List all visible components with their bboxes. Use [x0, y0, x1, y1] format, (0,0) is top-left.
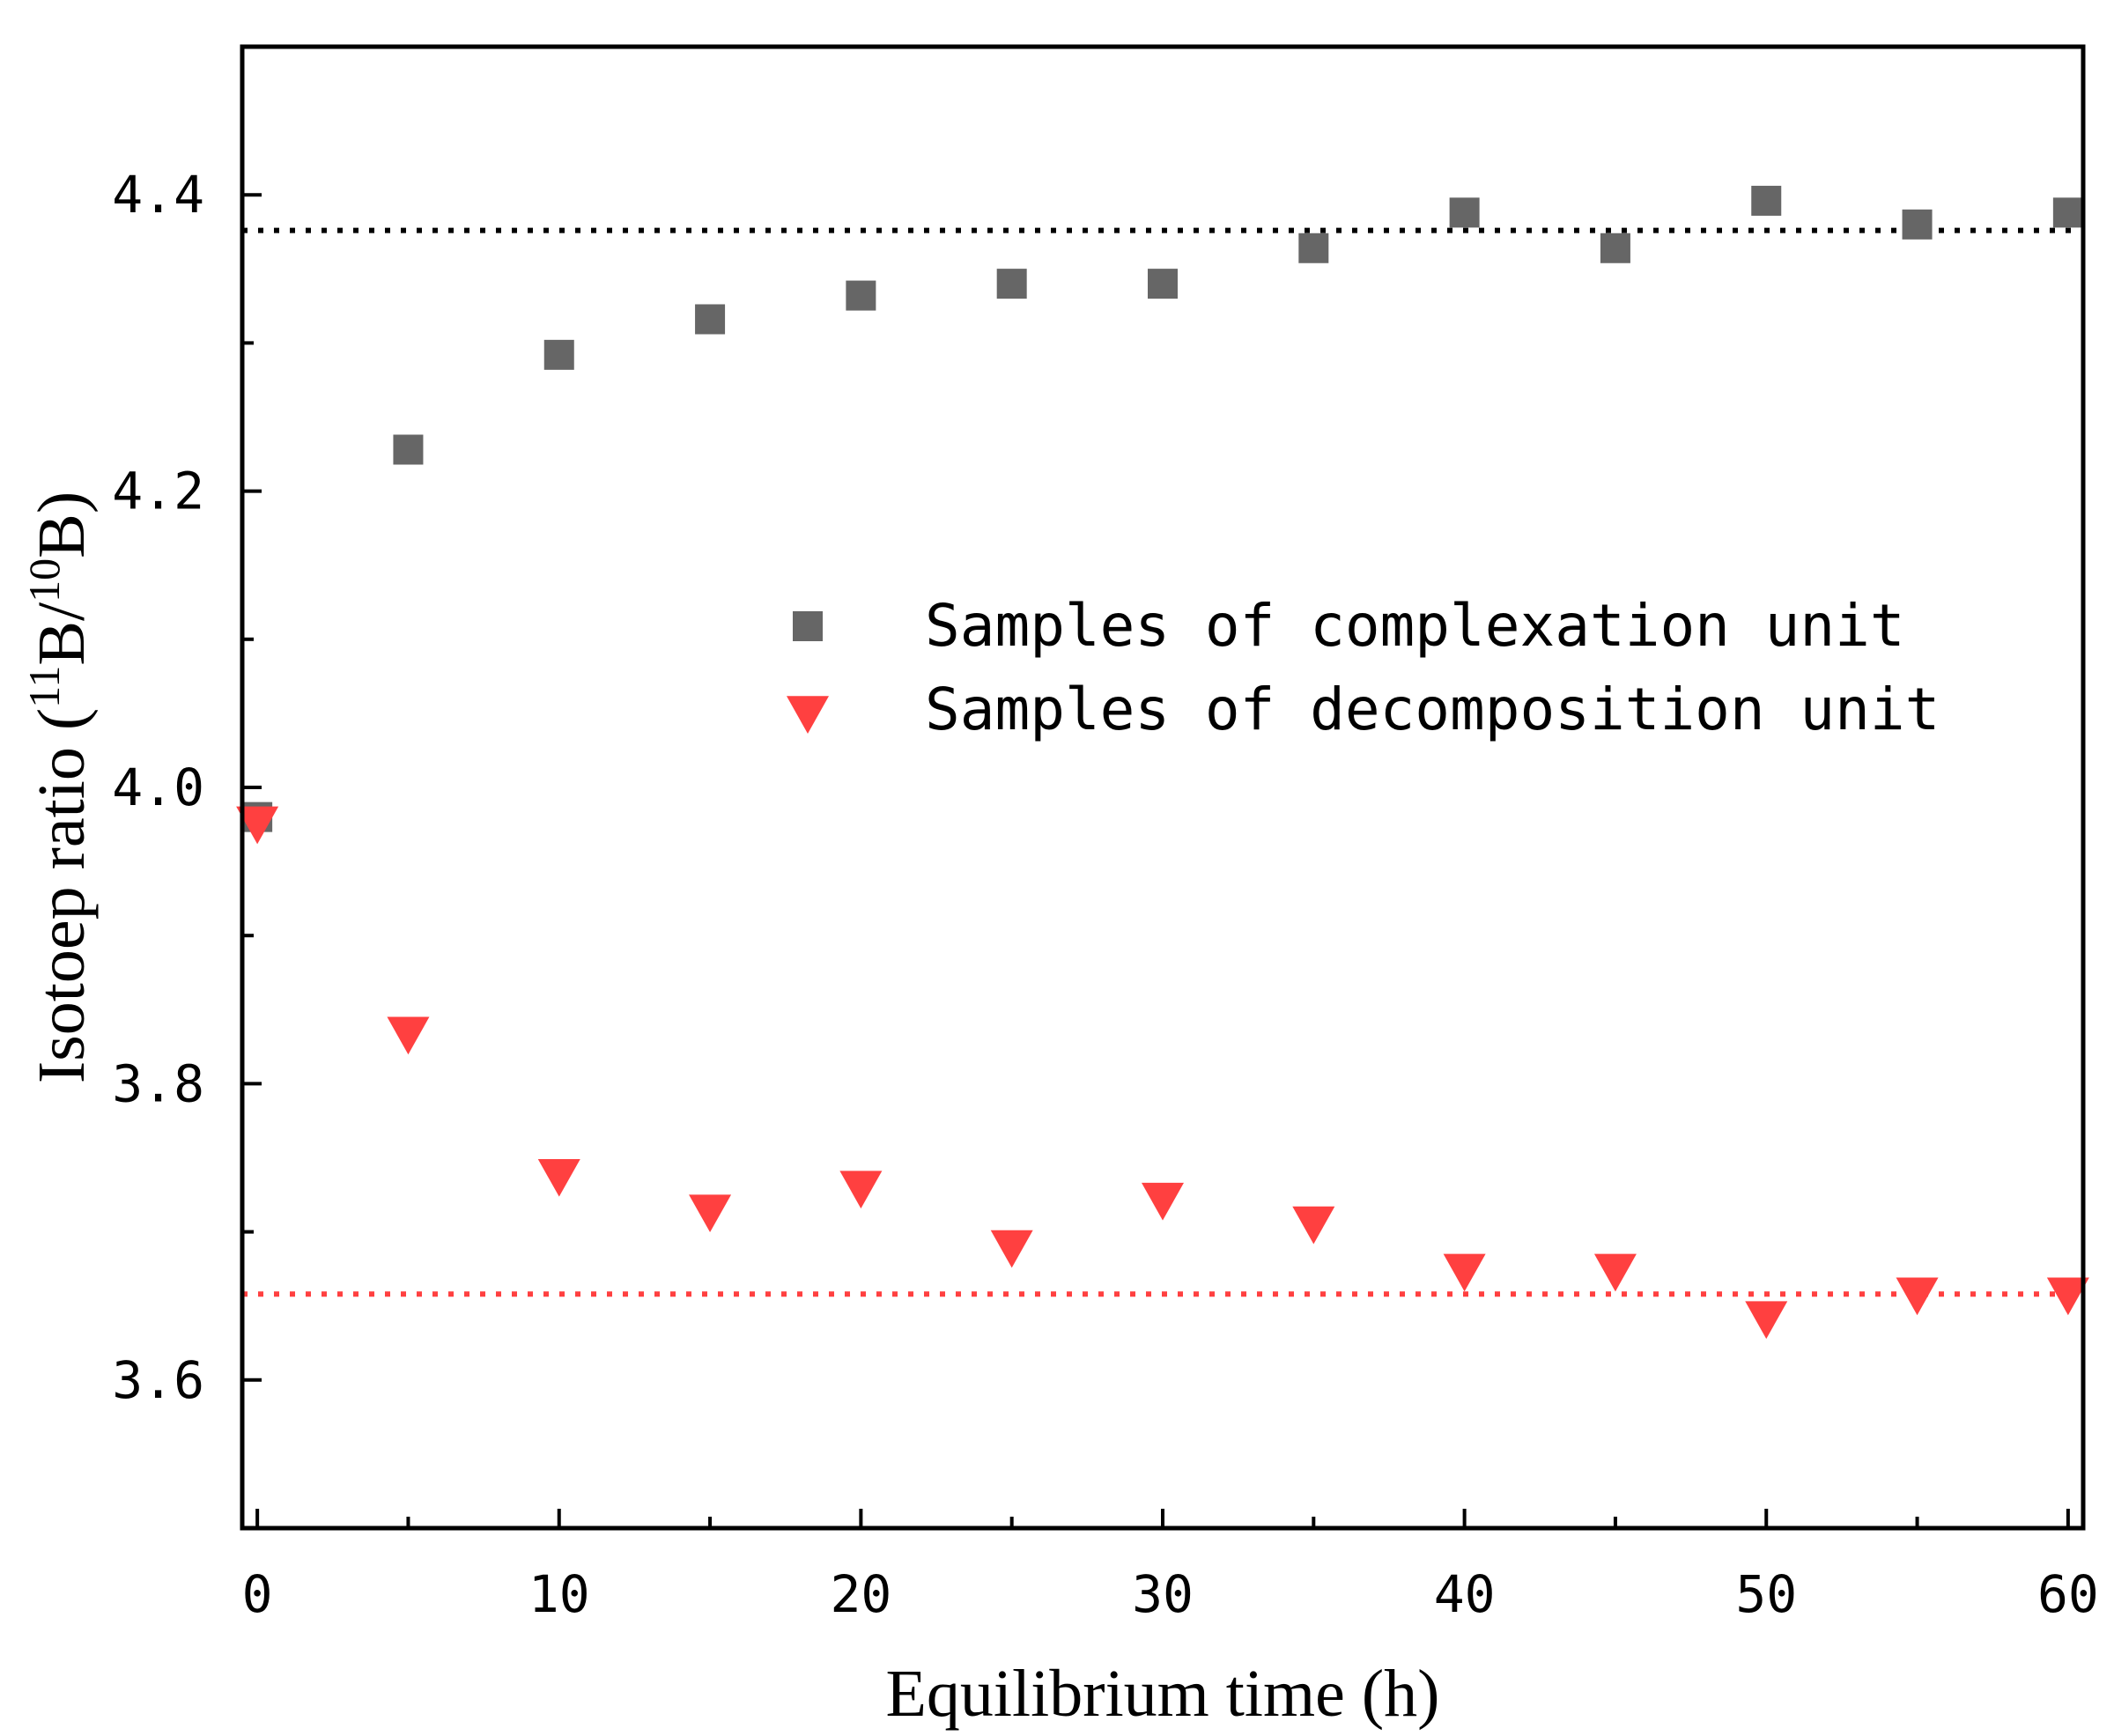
x-tick-label: 20 [830, 1564, 891, 1624]
y-tick-label: 4.0 [112, 757, 204, 817]
x-tick-label: 0 [242, 1564, 273, 1624]
triangle-point [1292, 1206, 1335, 1245]
legend-label-decomposition: Samples of decomposition unit [925, 676, 1940, 743]
y-title-sup-11: 11 [19, 666, 69, 708]
triangle-point [1593, 1253, 1637, 1292]
x-tick-labels: 0 10 20 30 40 50 60 [242, 1564, 2099, 1624]
legend-square-marker [793, 611, 823, 641]
y-title-part-3: B) [25, 491, 99, 558]
x-tick-label: 60 [2037, 1564, 2099, 1624]
square-point [1148, 269, 1178, 299]
data-points [236, 185, 2089, 1340]
square-point [695, 304, 726, 335]
triangle-point [387, 1016, 430, 1055]
triangle-point [689, 1194, 732, 1233]
x-tick-label: 30 [1132, 1564, 1194, 1624]
y-tick-labels: 3.6 3.8 4.0 4.2 4.4 [112, 165, 204, 1410]
square-point [996, 269, 1027, 299]
y-tick-label: 3.8 [112, 1053, 204, 1113]
y-title-part-2: B/ [25, 602, 99, 666]
reference-lines [242, 227, 2083, 1297]
triangle-point [236, 806, 279, 845]
legend-label-complexation: Samples of complexation unit [925, 592, 1905, 660]
x-tick-label: 50 [1735, 1564, 1797, 1624]
legend-triangle-marker [787, 696, 829, 734]
triangle-point [1142, 1182, 1184, 1221]
y-title-sup-10: 10 [19, 558, 69, 602]
y-title-part-1: Isotoep ratio ( [25, 708, 99, 1083]
square-point [1298, 233, 1329, 263]
square-point [1902, 209, 1933, 240]
square-point [1449, 197, 1480, 228]
triangle-point [1745, 1301, 1788, 1340]
triangle-point [1896, 1277, 1939, 1316]
triangle-point [839, 1171, 883, 1209]
y-tick-label: 4.2 [112, 462, 204, 521]
x-tick-label: 10 [528, 1564, 590, 1624]
y-tick-label: 3.6 [112, 1350, 204, 1410]
triangle-point [990, 1230, 1033, 1268]
axis-ticks [242, 193, 2070, 1528]
y-axis-title: Isotoep ratio (11B/10B) [19, 491, 99, 1083]
legend: Samples of complexation unit Samples of … [787, 592, 1940, 743]
x-tick-label: 40 [1434, 1564, 1496, 1624]
triangle-point [537, 1158, 580, 1197]
square-point [2052, 197, 2083, 228]
triangle-point [1443, 1253, 1486, 1292]
square-point [846, 280, 876, 311]
x-axis-title: Equilibrium time (h) [885, 1657, 1439, 1731]
square-point [393, 434, 424, 465]
square-point [1600, 233, 1630, 263]
square-point [1751, 185, 1782, 216]
triangle-point [2046, 1277, 2089, 1316]
y-tick-label: 4.4 [112, 165, 204, 225]
square-point [543, 339, 574, 370]
